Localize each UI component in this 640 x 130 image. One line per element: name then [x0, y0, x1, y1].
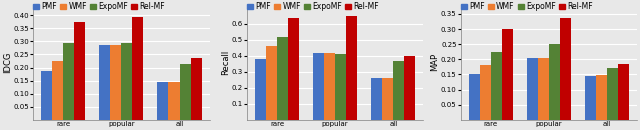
Bar — [191, 58, 202, 120]
Bar — [404, 56, 415, 120]
Bar — [502, 29, 513, 120]
Bar — [491, 52, 502, 120]
Bar — [607, 68, 618, 120]
Bar — [157, 82, 168, 120]
Bar — [382, 78, 394, 120]
Bar — [549, 44, 560, 120]
Bar — [596, 75, 607, 120]
Legend: PMF, WMF, ExpoMF, Rel-MF: PMF, WMF, ExpoMF, Rel-MF — [461, 2, 593, 11]
Bar — [63, 43, 74, 120]
Bar — [99, 45, 110, 120]
Bar — [371, 78, 382, 120]
Y-axis label: MAP: MAP — [430, 53, 440, 71]
Bar — [179, 64, 191, 120]
Bar — [132, 17, 143, 120]
Bar — [394, 61, 404, 120]
Bar — [335, 54, 346, 120]
Bar — [618, 64, 629, 120]
Y-axis label: Recall: Recall — [221, 50, 230, 75]
Bar — [585, 76, 596, 120]
Bar — [110, 45, 122, 120]
Bar — [41, 72, 52, 120]
Bar — [288, 18, 299, 120]
Bar — [74, 22, 85, 120]
Bar — [480, 65, 491, 120]
Bar — [168, 82, 179, 120]
Bar — [255, 59, 266, 120]
Bar — [468, 74, 480, 120]
Legend: PMF, WMF, ExpoMF, Rel-MF: PMF, WMF, ExpoMF, Rel-MF — [247, 2, 379, 11]
Y-axis label: IDCG: IDCG — [3, 52, 12, 73]
Bar — [52, 61, 63, 120]
Legend: PMF, WMF, ExpoMF, Rel-MF: PMF, WMF, ExpoMF, Rel-MF — [33, 2, 165, 11]
Bar — [538, 58, 549, 120]
Bar — [313, 53, 324, 120]
Bar — [122, 43, 132, 120]
Bar — [324, 53, 335, 120]
Bar — [346, 16, 357, 120]
Bar — [266, 46, 277, 120]
Bar — [527, 58, 538, 120]
Bar — [277, 37, 288, 120]
Bar — [560, 18, 571, 120]
